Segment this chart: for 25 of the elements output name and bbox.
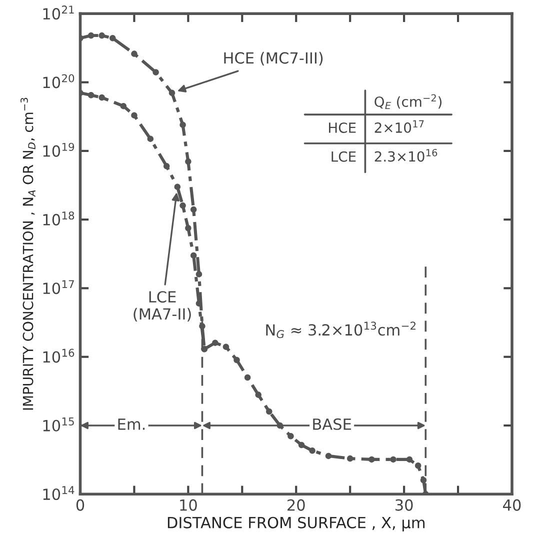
y-tick-label: 10$^{19}$	[43, 142, 74, 157]
annotation: 2×10$^{17}$	[374, 120, 424, 133]
x-tick-label: 30	[396, 499, 413, 511]
annotation: Q$_{E}$ (cm$^{−2}$)	[374, 94, 442, 110]
y-tick-label: 10$^{17}$	[43, 280, 74, 294]
annotation: LCE	[332, 151, 356, 162]
x-axis-title: DISTANCE FROM SURFACE , X, μm	[168, 516, 425, 532]
annotation: 2.3×10$^{16}$	[374, 148, 438, 162]
annotation: N$_{G}$ ≈ 3.2×10$^{13}$cm$^{−2}$	[266, 322, 416, 338]
y-tick-label: 10$^{20}$	[43, 74, 74, 88]
x-tick-label: 0	[76, 499, 84, 511]
y-tick-label: 10$^{15}$	[43, 418, 74, 432]
y-axis-title: IMPURITY CONCENTRATION , N$_{A}$ OR N$_{D}$, cm$^{−3}$	[20, 98, 36, 410]
y-tick-label: 10$^{14}$	[43, 486, 74, 500]
text: HCE (MC7-III)	[224, 52, 323, 66]
annotation: HCE	[329, 122, 356, 133]
y-tick-label: 10$^{21}$	[43, 6, 74, 20]
x-tick-label: 20	[288, 499, 305, 511]
x-tick-label: 10	[180, 499, 197, 511]
x-tick-label: 40	[503, 499, 521, 511]
y-tick-label: 10$^{16}$	[43, 348, 74, 363]
y-tick-label: 10$^{18}$	[43, 211, 74, 226]
annotation: BASE	[313, 418, 351, 430]
series-label: LCE (MA7-II)	[134, 291, 191, 322]
annotation: Em.	[118, 418, 145, 430]
